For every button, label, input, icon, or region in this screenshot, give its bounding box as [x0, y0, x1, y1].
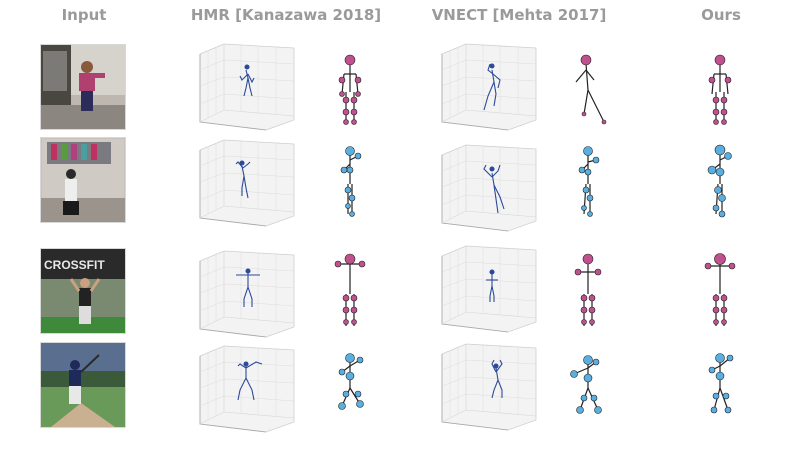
column-header-ours: Ours: [701, 6, 741, 24]
vnect-skeleton-row-1: [568, 50, 608, 136]
vnect-3d-plot-row-3: [438, 238, 543, 338]
ours-skeleton-row-3: [700, 250, 740, 336]
input-photo-row-1: [40, 44, 126, 130]
vnect-3d-plot-row-2: [438, 137, 543, 237]
hmr-3d-plot-row-3: [196, 243, 301, 343]
hmr-3d-plot-row-2: [196, 132, 301, 232]
crossfit-sign-text: CROSSFIT: [44, 258, 105, 272]
vnect-3d-plot-row-4: [438, 336, 543, 436]
hmr-3d-plot-row-1: [196, 36, 301, 136]
hmr-3d-plot-row-4: [196, 338, 301, 438]
vnect-skeleton-row-4: [568, 348, 608, 434]
column-header-hmr: HMR [Kanazawa 2018]: [190, 6, 382, 24]
ours-skeleton-row-2: [700, 140, 740, 226]
ours-skeleton-row-1: [700, 50, 740, 136]
vnect-skeleton-row-2: [568, 140, 608, 226]
input-photo-row-2: [40, 137, 126, 223]
vnect-3d-plot-row-1: [438, 36, 543, 136]
column-header-vnect: VNECT [Mehta 2017]: [431, 6, 607, 24]
ours-skeleton-row-4: [700, 348, 740, 434]
hmr-skeleton-row-3: [330, 250, 370, 336]
hmr-skeleton-row-1: [330, 50, 370, 136]
vnect-skeleton-row-3: [568, 250, 608, 336]
input-photo-row-4: [40, 342, 126, 428]
input-photo-row-3: CROSSFIT: [40, 248, 126, 334]
hmr-skeleton-row-2: [330, 140, 370, 226]
hmr-skeleton-row-4: [330, 348, 370, 434]
column-header-input: Input: [61, 6, 107, 24]
